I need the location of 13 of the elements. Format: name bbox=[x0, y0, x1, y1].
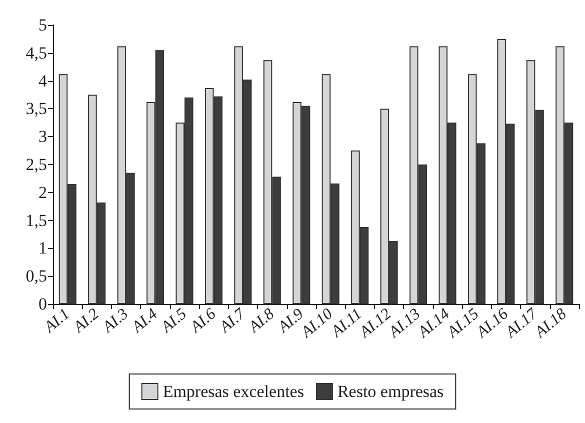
y-tick-label: 0,5 bbox=[26, 266, 47, 286]
legend-label: Resto empresas bbox=[337, 382, 444, 401]
legend-label: Empresas excelentes bbox=[162, 382, 304, 401]
y-tick-label: 4 bbox=[38, 71, 48, 90]
y-tick-label: 2 bbox=[38, 182, 47, 202]
y-tick-label: 3 bbox=[38, 127, 47, 146]
y-tick-label: 2,5 bbox=[26, 155, 47, 174]
y-tick-label: 1 bbox=[38, 238, 47, 258]
y-tick-label: 3,5 bbox=[26, 99, 47, 118]
y-tick-label: 5 bbox=[38, 16, 47, 34]
y-tick-label: 1,5 bbox=[26, 210, 47, 230]
y-tick-label: 0 bbox=[38, 294, 47, 314]
y-tick-label: 4,5 bbox=[26, 43, 47, 62]
